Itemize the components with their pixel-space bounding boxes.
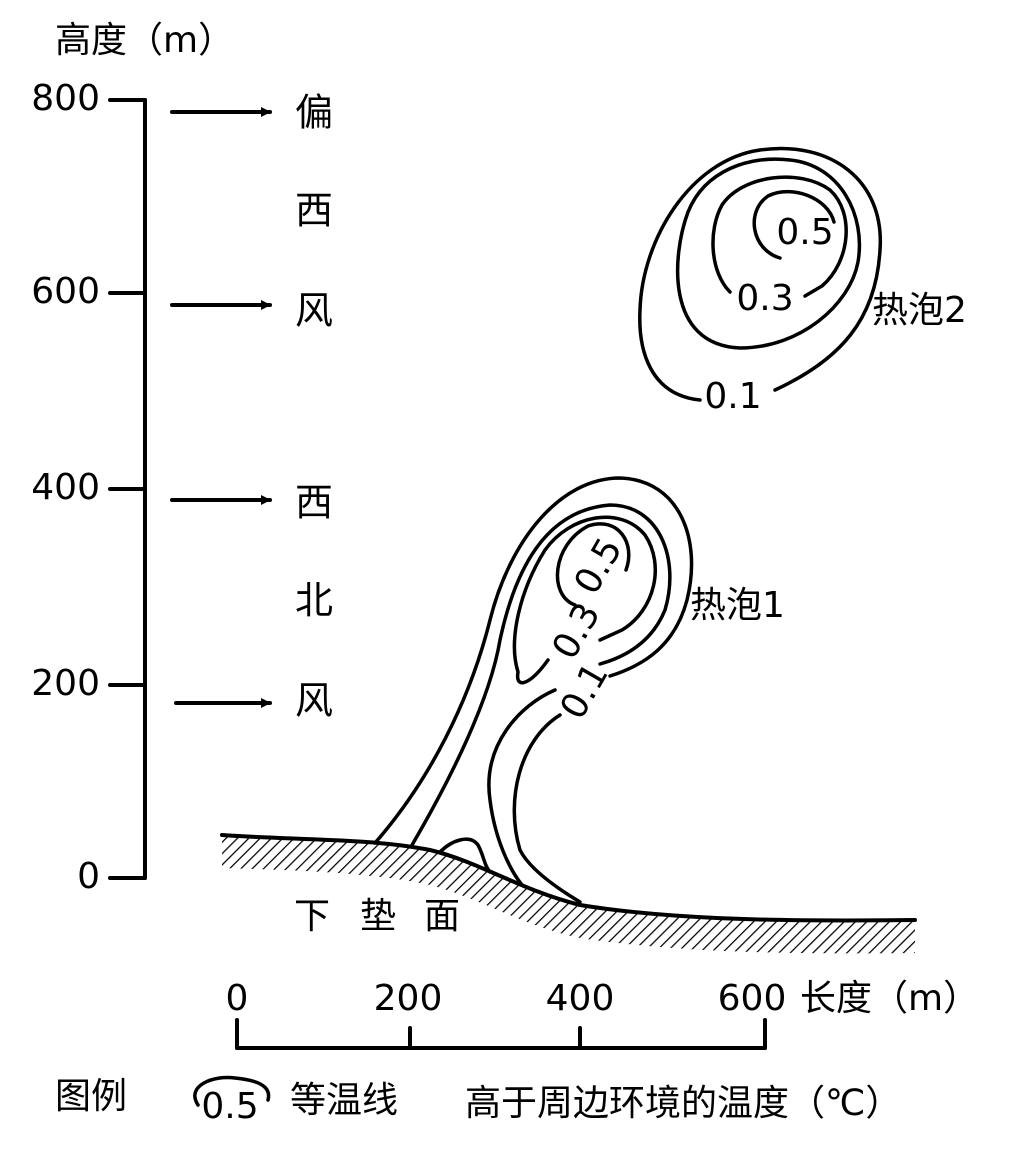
ground-hatch	[222, 835, 915, 954]
thermal-1-contours	[373, 476, 694, 904]
y-axis	[108, 98, 147, 880]
isotherm-label: 0.5	[567, 531, 631, 601]
surface-label: 垫	[360, 896, 396, 937]
legend-description: 高于周边环境的温度（℃）	[465, 1083, 901, 1124]
wind-label: 风	[295, 289, 333, 333]
x-tick-label: 600	[718, 978, 787, 1019]
legend-symbol	[193, 1075, 271, 1107]
wind-arrows	[170, 107, 272, 708]
y-tick-label: 200	[31, 663, 100, 704]
x-axis-title: 长度（m）	[800, 978, 979, 1019]
surface-label: 下	[294, 896, 330, 937]
x-tick-label: 200	[374, 978, 443, 1019]
isotherm-label: 0.1	[553, 656, 617, 726]
x-scale-bar	[235, 1018, 767, 1050]
y-tick-label: 0	[77, 856, 100, 897]
wind-label: 西	[295, 189, 333, 233]
y-tick-label: 400	[31, 467, 100, 508]
thermal-2-contours	[638, 146, 882, 402]
legend-title: 图例	[55, 1076, 127, 1117]
x-tick-label: 0	[226, 978, 249, 1019]
wind-label: 北	[295, 579, 333, 623]
wind-label: 偏	[295, 91, 333, 135]
y-tick-label: 800	[31, 78, 100, 119]
wind-label: 西	[295, 481, 333, 525]
isotherm-label: 0.3	[736, 278, 793, 319]
wind-label: 风	[295, 679, 333, 723]
isotherm-label: 0.3	[545, 596, 609, 666]
legend-sample: 0.5	[201, 1086, 258, 1127]
y-tick-label: 600	[31, 271, 100, 312]
y-axis-title: 高度（m）	[55, 20, 234, 61]
isotherm-label: 0.5	[776, 212, 833, 253]
ground-line	[220, 833, 917, 923]
legend-isotherm: 等温线	[290, 1080, 398, 1121]
x-tick-label: 400	[546, 978, 615, 1019]
thermal-label: 热泡2	[872, 290, 967, 331]
surface-label: 面	[424, 896, 460, 937]
isotherm-label: 0.1	[704, 376, 761, 417]
thermal-label: 热泡1	[690, 585, 785, 626]
